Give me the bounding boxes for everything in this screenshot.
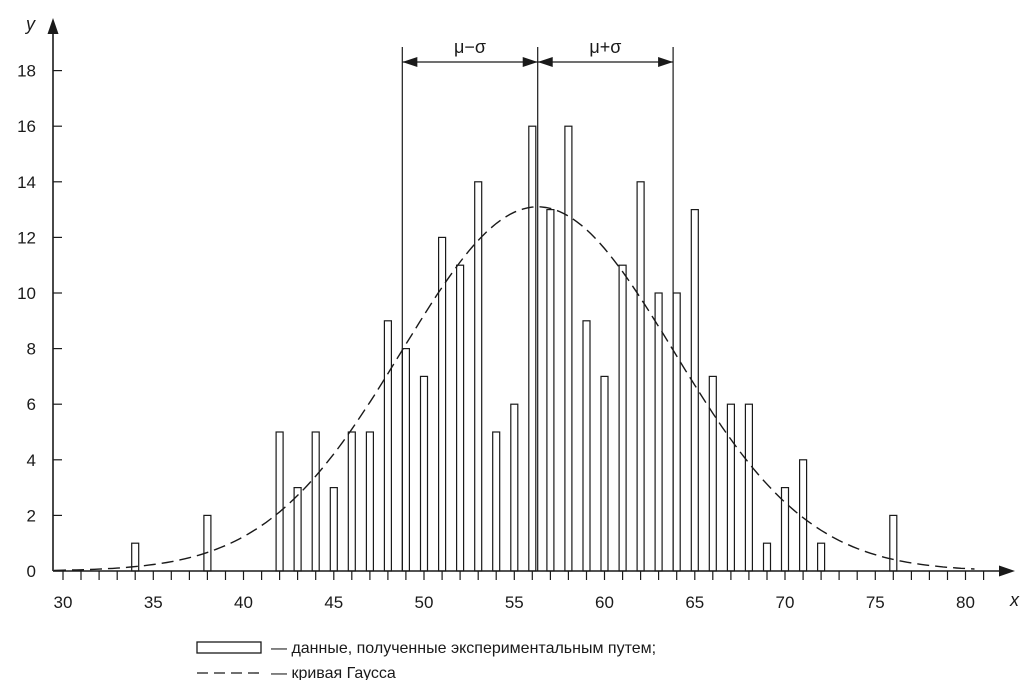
sigma-arrow-head xyxy=(522,57,538,67)
bar-x54 xyxy=(492,431,501,572)
bar-x71 xyxy=(798,459,808,572)
sigma-arrow-head xyxy=(658,57,674,67)
y-tick-label: 0 xyxy=(27,562,36,581)
y-tick-label: 16 xyxy=(17,117,36,136)
gauss-curve-layer xyxy=(53,206,975,572)
bar-x76 xyxy=(889,514,898,572)
y-tick-label: 2 xyxy=(27,506,36,525)
y-axis-label: y xyxy=(24,14,36,34)
bar-x57 xyxy=(546,209,555,572)
x-tick-label: 45 xyxy=(324,593,343,612)
x-tick-label: 65 xyxy=(685,593,704,612)
x-tick-label: 40 xyxy=(234,593,253,612)
bar-x64 xyxy=(672,292,681,572)
y-tick-label: 4 xyxy=(27,451,36,470)
bar-x45 xyxy=(329,487,338,572)
y-ticks: 0 2 4 6 8 10 12 14 16 18 xyxy=(17,62,62,581)
legend-bar-swatch xyxy=(196,641,262,654)
bar-x59 xyxy=(582,320,591,572)
bar-x67 xyxy=(726,403,736,572)
bar-x38 xyxy=(203,514,212,572)
legend-bars-label: — данные, полученные экспериментальным п… xyxy=(271,640,656,657)
histogram-bars xyxy=(131,125,898,572)
bar-x72 xyxy=(816,542,826,572)
bar-x56 xyxy=(528,125,537,572)
legend: — данные, полученные экспериментальным п… xyxy=(196,640,656,680)
x-tick-label: 70 xyxy=(776,593,795,612)
x-tick-label: 30 xyxy=(54,593,73,612)
bar-x47 xyxy=(365,431,374,572)
x-tick-label: 75 xyxy=(866,593,885,612)
y-tick-label: 12 xyxy=(17,228,36,247)
bar-x44 xyxy=(311,431,320,572)
bar-x68 xyxy=(744,403,754,572)
bar-x61 xyxy=(618,264,627,572)
bar-x48 xyxy=(383,320,392,572)
bar-x46 xyxy=(347,431,356,572)
mu-minus-sigma-label: μ−σ xyxy=(454,37,486,57)
x-axis-arrow xyxy=(999,565,1015,577)
bar-x65 xyxy=(690,209,699,572)
legend-curve-label: — кривая Гаусса xyxy=(271,665,396,680)
bar-x60 xyxy=(600,375,609,572)
bar-x69 xyxy=(762,542,772,572)
axes: x y xyxy=(24,14,1020,610)
y-tick-label: 8 xyxy=(27,340,36,359)
gauss-curve xyxy=(53,206,975,572)
x-tick-label: 35 xyxy=(144,593,163,612)
bar-x66 xyxy=(708,375,717,572)
bar-x63 xyxy=(654,292,663,572)
mu-plus-sigma-label: μ+σ xyxy=(589,37,621,57)
bar-x55 xyxy=(510,403,519,572)
bar-x42 xyxy=(275,431,284,572)
sigma-arrow-head xyxy=(537,57,553,67)
bar-x43 xyxy=(293,487,302,572)
x-tick-label: 55 xyxy=(505,593,524,612)
sigma-arrow-head xyxy=(402,57,418,67)
x-ticks: 30 35 40 45 50 55 60 65 70 75 80 xyxy=(54,571,985,612)
x-axis-label: x xyxy=(1009,590,1020,610)
y-tick-label: 18 xyxy=(17,62,36,81)
bar-x50 xyxy=(419,375,429,572)
x-tick-label: 60 xyxy=(595,593,614,612)
bar-x62 xyxy=(636,181,645,572)
bar-x58 xyxy=(564,125,573,572)
x-tick-label: 50 xyxy=(415,593,434,612)
y-tick-label: 10 xyxy=(17,284,36,303)
x-tick-label: 80 xyxy=(956,593,975,612)
y-axis-arrow xyxy=(47,18,59,34)
bar-x51 xyxy=(438,236,447,572)
y-tick-label: 6 xyxy=(27,395,36,414)
bar-x49 xyxy=(401,348,410,572)
bar-x52 xyxy=(456,264,465,572)
y-tick-label: 14 xyxy=(17,173,36,192)
